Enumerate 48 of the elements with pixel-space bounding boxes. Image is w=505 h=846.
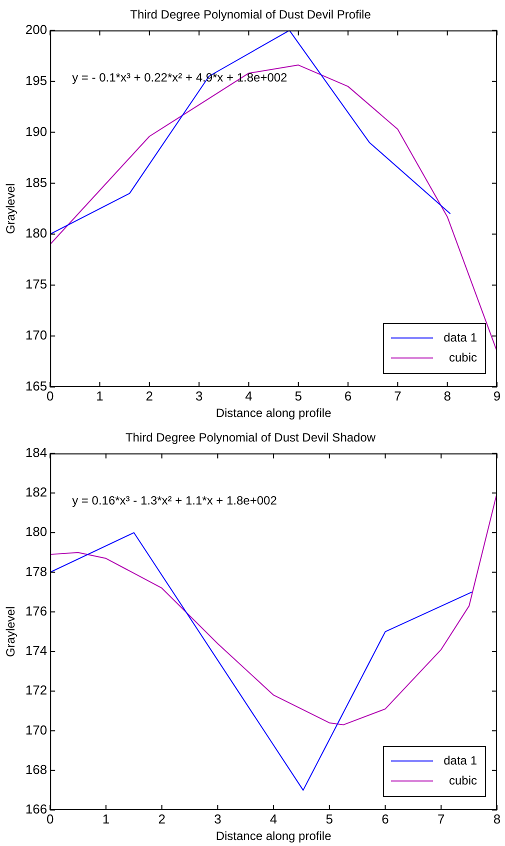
x-tick-label: 4 [245, 388, 252, 404]
y-tick-label: 180 [25, 524, 48, 540]
y-tick-label: 182 [25, 484, 48, 500]
x-axis-title: Distance along profile [216, 406, 332, 420]
x-tick-label: 8 [493, 811, 501, 826]
x-tick-label: 0 [46, 811, 54, 826]
y-tick-label: 166 [25, 802, 48, 817]
x-axis-title: Distance along profile [216, 829, 332, 844]
annotation: y = 0.16*x³ - 1.3*x² + 1.1*x + 1.8e+002 [72, 494, 278, 508]
chart-title: Third Degree Polynomial of Dust Devil Shadow [125, 430, 376, 445]
x-tick-label: 7 [438, 811, 445, 826]
y-tick-label: 168 [25, 762, 48, 777]
x-tick-label: 1 [96, 388, 104, 404]
x-tick-label: 6 [344, 388, 352, 404]
y-tick-label: 180 [25, 226, 48, 241]
y-tick-label: 172 [25, 682, 48, 698]
y-tick-label: 185 [25, 174, 48, 190]
x-tick-label: 1 [102, 811, 110, 826]
y-tick-label: 170 [25, 722, 48, 738]
x-tick-label: 2 [146, 388, 154, 404]
y-tick-label: 174 [25, 643, 48, 658]
x-tick-label: 5 [294, 388, 302, 404]
y-tick-label: 195 [25, 72, 48, 88]
x-tick-label: 4 [270, 811, 278, 826]
x-tick-label: 8 [444, 388, 451, 404]
y-axis-title: Graylevel [4, 606, 18, 658]
x-tick-label: 5 [326, 811, 334, 826]
y-tick-label: 176 [25, 603, 48, 618]
legend-label: data 1 [444, 330, 478, 344]
y-tick-label: 200 [25, 22, 48, 37]
legend-label: data 1 [444, 753, 478, 768]
y-tick-label: 178 [25, 564, 48, 579]
legend-label: cubic [448, 350, 477, 364]
chart-title: Third Degree Polynomial of Dust Devil Profile [130, 8, 372, 22]
x-tick-label: 6 [382, 811, 389, 826]
x-tick-label: 7 [394, 388, 402, 404]
x-tick-label: 9 [493, 388, 501, 404]
y-tick-label: 165 [25, 378, 48, 394]
y-tick-label: 170 [25, 328, 48, 343]
y-tick-label: 184 [25, 444, 48, 460]
x-tick-label: 2 [158, 811, 166, 826]
x-tick-label: 3 [214, 811, 222, 826]
y-axis-title: Graylevel [4, 183, 18, 234]
legend-label: cubic [448, 773, 477, 788]
x-tick-label: 0 [46, 388, 54, 404]
y-tick-label: 190 [25, 124, 48, 139]
y-tick-label: 175 [25, 276, 48, 292]
x-tick-label: 3 [195, 388, 203, 404]
